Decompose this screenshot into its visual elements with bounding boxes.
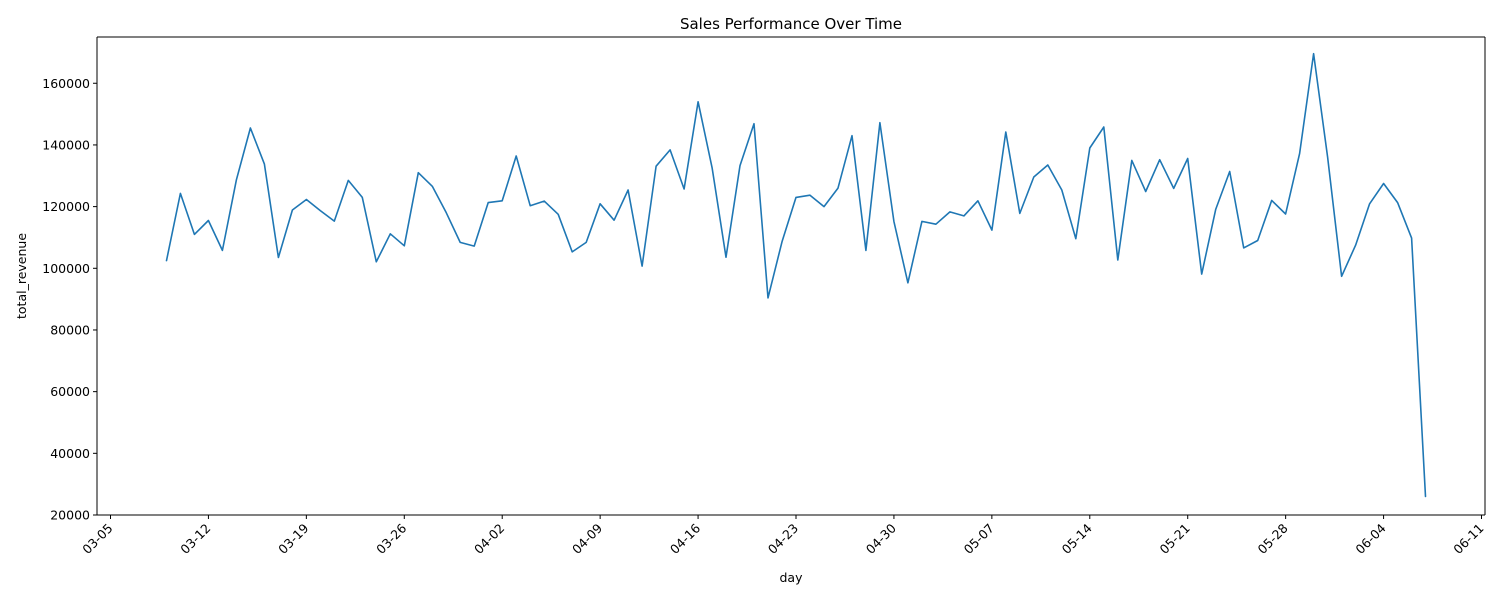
y-tick-label: 20000: [50, 508, 90, 523]
x-tick-label: 05-28: [1254, 520, 1290, 556]
x-tick-label: 03-19: [275, 520, 311, 556]
y-tick-label: 100000: [42, 261, 90, 276]
y-tick-label: 60000: [50, 384, 90, 399]
y-tick-label: 80000: [50, 322, 90, 337]
chart-title: Sales Performance Over Time: [680, 15, 902, 33]
x-tick-label: 04-02: [471, 521, 507, 557]
x-tick-label: 05-14: [1059, 520, 1095, 556]
x-tick-label: 04-23: [765, 521, 801, 557]
x-tick-label: 05-07: [961, 521, 997, 557]
x-tick-label: 03-12: [177, 521, 213, 557]
y-tick-label: 40000: [50, 446, 90, 461]
y-axis-label: total_revenue: [14, 233, 29, 319]
x-tick-label: 06-04: [1352, 520, 1388, 556]
x-tick-label: 03-05: [79, 521, 115, 557]
y-tick-label: 140000: [42, 137, 90, 152]
y-tick-label: 160000: [42, 76, 90, 91]
x-tick-label: 06-11: [1450, 521, 1486, 557]
x-tick-label: 04-09: [569, 520, 605, 556]
x-tick-label: 04-30: [863, 520, 899, 556]
x-tick-label: 05-21: [1157, 521, 1193, 557]
x-axis-label: day: [780, 570, 804, 585]
series-line: [165, 52, 1427, 498]
x-tick-label: 03-26: [373, 520, 409, 556]
plot-area: 20000 40000 60000 80000 100000 120000 140000 16…: [42, 36, 1487, 557]
x-tick-label: 04-16: [667, 520, 703, 556]
y-tick-label: 120000: [42, 199, 90, 214]
